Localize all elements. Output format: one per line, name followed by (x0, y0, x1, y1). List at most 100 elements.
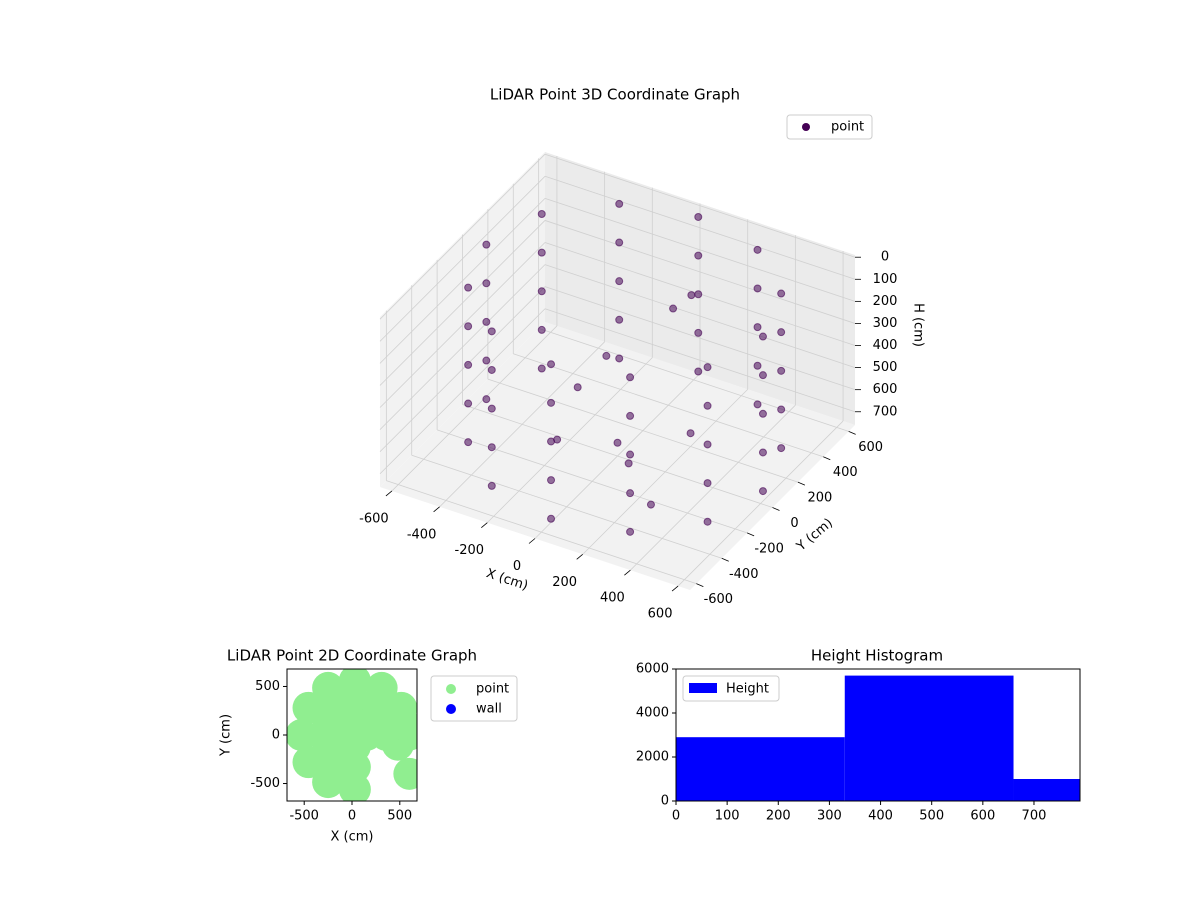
point (753, 400, 762, 409)
grid-line (538, 327, 849, 432)
point (758, 332, 767, 341)
point (537, 287, 546, 296)
y-tick-label: -500 (250, 776, 280, 791)
bar (676, 737, 845, 801)
x-tick-label: 500 (919, 809, 944, 824)
x-tick-label: 100 (715, 809, 740, 824)
legend-box (682, 675, 780, 702)
point (487, 365, 496, 374)
z-axis-label: H (cm) (911, 303, 926, 347)
x-axis-label: X (cm) (331, 830, 374, 845)
point (602, 351, 611, 360)
y-tick-label: 6000 (636, 662, 669, 677)
tick-mark (772, 507, 780, 511)
tick-mark (576, 554, 583, 560)
tick-mark (385, 490, 393, 497)
point (613, 438, 622, 447)
x-tick-label: 200 (552, 575, 577, 590)
point (753, 361, 762, 370)
y-tick-label: 400 (833, 465, 858, 480)
point (646, 500, 655, 509)
point (292, 746, 325, 779)
y-tick-label: -400 (729, 567, 759, 582)
grid-line (487, 378, 799, 483)
point (482, 317, 491, 326)
point (626, 411, 635, 420)
y-tick-label: 0 (661, 794, 669, 809)
grid-line (544, 286, 856, 391)
point (482, 279, 491, 288)
grid-line (513, 353, 824, 458)
point (669, 304, 678, 313)
x-tick-label: -200 (455, 543, 485, 558)
legend-marker (446, 684, 456, 694)
x-tick-label: -600 (359, 511, 389, 526)
point (487, 443, 496, 452)
x-tick-label: 0 (513, 559, 521, 574)
point (487, 327, 496, 336)
legend-label: point (831, 120, 864, 135)
z-tick-label: 300 (873, 316, 898, 331)
point (312, 671, 345, 704)
grid-line (386, 480, 697, 585)
x-tick-label: 0 (348, 809, 356, 824)
point (694, 367, 703, 376)
x-tick-label: 200 (766, 809, 791, 824)
point (694, 290, 703, 299)
point (615, 354, 624, 363)
tick-mark (671, 585, 679, 592)
y-tick-label: 200 (807, 491, 832, 506)
point (703, 479, 712, 488)
z-tick-label: 600 (873, 382, 898, 397)
point (626, 450, 635, 459)
grid-line (379, 308, 546, 475)
point (626, 489, 635, 498)
point (615, 238, 624, 247)
legend-box (786, 114, 873, 140)
legend-marker (802, 123, 810, 131)
point (464, 322, 473, 331)
chart-title: LiDAR Point 3D Coordinate Graph (490, 86, 740, 104)
x-tick-label: 0 (672, 809, 680, 824)
point (482, 356, 491, 365)
z-tick-label: 100 (873, 272, 898, 287)
x-tick-label: -400 (407, 527, 437, 542)
point (694, 212, 703, 221)
z-tick-label: 400 (873, 338, 898, 353)
point (573, 383, 582, 392)
grid-line (544, 308, 856, 413)
grid-line (379, 264, 546, 430)
grid-line (379, 220, 546, 386)
grid-line (379, 242, 546, 408)
x-tick-label: 500 (387, 809, 412, 824)
grid-line (462, 404, 773, 508)
point (464, 399, 473, 408)
legend-label: point (476, 682, 509, 697)
point (694, 251, 703, 260)
z-tick-label: 700 (873, 404, 898, 419)
point (482, 240, 491, 249)
point (537, 325, 546, 334)
chart-title: LiDAR Point 2D Coordinate Graph (227, 647, 477, 665)
point (487, 481, 496, 490)
point (777, 289, 786, 298)
y-tick-label: 600 (858, 440, 883, 455)
x-tick-label: -500 (289, 809, 319, 824)
tick-mark (848, 430, 856, 435)
x-tick-label: 600 (970, 809, 995, 824)
point (338, 719, 371, 751)
y-tick-label: 2000 (636, 750, 669, 765)
tick-mark (624, 569, 631, 576)
axes-frame (675, 668, 1081, 802)
point (537, 210, 546, 219)
point (389, 709, 417, 742)
z-tick-label: 0 (881, 250, 889, 265)
tick-mark (823, 456, 831, 461)
tick-mark (746, 532, 755, 537)
grid-line (411, 454, 722, 559)
point (615, 199, 624, 208)
point (753, 245, 762, 254)
point (703, 440, 712, 449)
point (487, 404, 496, 413)
